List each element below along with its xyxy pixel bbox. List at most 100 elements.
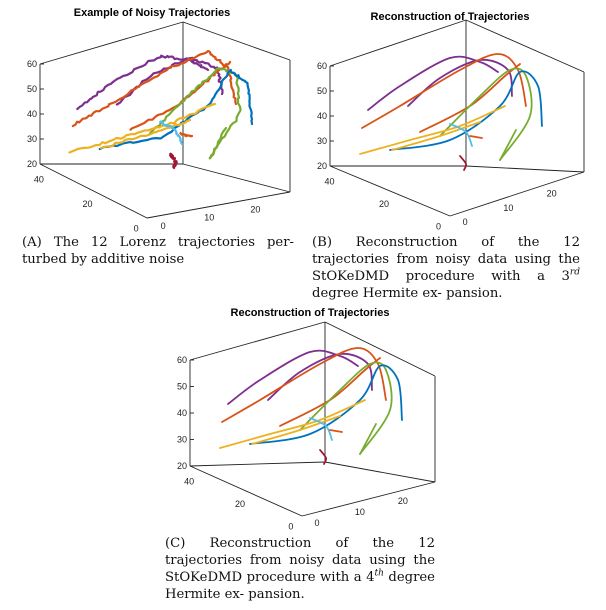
plot-a-axes: 20 30 40 50 60 40 20 0 0 10 20 [27,21,291,234]
axis-top-right-edge [465,19,585,73]
plot-a-title: Example of Noisy Trajectories [74,7,231,19]
caption-c-line-4: degree Hermite ex- [165,570,435,602]
figure-b: Reconstruction of Trajectories 20 30 40 50 6… [302,0,602,232]
trajectory-line [449,123,473,147]
axis-top-right-edge [324,321,436,377]
trajectory-line [251,415,341,445]
z-tick-label: 30 [317,136,327,146]
plot-a: Example of Noisy Trajectories 20 30 40 50 60… [27,7,291,234]
axis-back-top-edge [189,321,326,361]
x-tick-label: 0 [161,221,166,231]
axis-front-bottom-right-edge [301,481,436,517]
caption-c-line-2: from noisy data using the StOKeDMD [165,553,435,585]
x-tick-label: 10 [503,203,513,213]
axis-back-right-bottom-edge [465,165,585,173]
caption-b-label: (B) [312,235,332,250]
plot-b: Reconstruction of Trajectories 20 30 40 50 6… [317,11,585,232]
trajectory-line [391,121,481,151]
trajectory-line [299,361,393,455]
z-tick-label: 20 [27,159,37,169]
z-tick-label: 60 [27,59,37,69]
z-tick-label: 50 [317,86,327,96]
trajectory-line [227,349,359,405]
caption-a-line-1: The 12 Lorenz trajectories per- [53,235,294,250]
trajectory-line [149,67,242,160]
y-tick-label: 20 [235,499,245,509]
z-tick-label: 30 [27,134,37,144]
trajectory-line [309,417,333,441]
figure-a: Example of Noisy Trajectories 20 30 40 50 60… [0,0,300,234]
plot-b-title: Reconstruction of Trajectories [371,11,530,23]
caption-b-line-2: from noisy data using the StOKeDMD [312,252,580,284]
y-tick-label: 20 [82,199,92,209]
figure-c: Reconstruction of Trajectories 20 30 40 50 6… [150,302,450,534]
z-tick-label: 50 [177,382,187,392]
x-tick-label: 10 [204,213,214,223]
z-tick-label: 60 [177,355,187,365]
caption-b-line-1: Reconstruction of the 12 trajectories [312,235,580,267]
axis-back-bottom-edge [189,461,326,467]
z-tick-label: 30 [177,435,187,445]
z-tick-label: 40 [317,111,327,121]
trajectory-line [459,155,468,171]
axis-back-top-edge [329,19,467,67]
z-tick-label: 40 [177,408,187,418]
x-tick-label: 0 [315,518,320,528]
axis-top-right-edge [182,21,291,61]
y-tick-label: 0 [288,522,293,532]
trajectory-line [249,364,403,445]
trajectory-line [98,68,254,151]
trajectory-line [439,67,533,161]
caption-b-line-5: pansion. [446,286,503,301]
caption-a: (A) The 12 Lorenz trajectories per- turb… [22,234,294,268]
trajectory-line [319,449,328,465]
plot-c: Reconstruction of Trajectories 20 30 40 50 6… [177,307,436,532]
x-tick-label: 20 [250,204,260,214]
x-tick-label: 20 [547,189,557,199]
caption-b-line-3: procedure with a 3 [405,269,570,284]
axis-back-right-bottom-edge [182,163,291,193]
axis-front-bottom-left-edge [329,165,451,217]
z-tick-label: 40 [27,109,37,119]
plot-c-trajectories [219,347,403,465]
caption-c-line-5: pansion. [248,587,305,602]
trajectory-line [219,399,366,449]
z-tick-label: 20 [317,161,327,171]
axis-front-bottom-right-edge [146,191,291,219]
trajectory-line [68,102,217,154]
trajectory-line [179,131,194,138]
y-tick-label: 40 [34,174,44,184]
caption-c: (C) Reconstruction of the 12 trajectorie… [165,535,435,603]
caption-c-superscript: th [374,568,384,579]
y-tick-label: 40 [324,176,334,186]
axis-front-bottom-left-edge [189,465,303,517]
trajectory-line [71,49,238,128]
plot-c-title: Reconstruction of Trajectories [231,307,390,319]
caption-a-line-2: turbed by additive noise [22,252,185,267]
x-tick-label: 20 [398,496,408,506]
caption-b-superscript: rd [569,267,580,278]
trajectory-line [367,55,499,111]
y-tick-label: 40 [184,476,194,486]
caption-c-label: (C) [165,536,186,551]
trajectory-line [159,120,184,146]
z-tick-label: 50 [27,84,37,94]
caption-b: (B) Reconstruction of the 12 trajectorie… [312,234,580,302]
x-tick-label: 10 [355,507,365,517]
axis-front-bottom-right-edge [449,171,585,217]
z-tick-label: 60 [317,61,327,71]
trajectory-line [359,105,506,155]
axis-back-top-edge [39,21,184,65]
plot-a-trajectories [68,49,254,170]
plot-b-trajectories [359,53,543,171]
trajectory-line [389,70,543,151]
y-tick-label: 20 [379,199,389,209]
trajectory-line [76,54,210,111]
caption-c-line-3: procedure with a 4 [246,570,375,585]
trajectory-line [469,135,483,139]
trajectory-line [99,118,192,150]
caption-b-line-4: degree Hermite ex- [312,286,442,301]
y-tick-label: 0 [134,224,139,234]
trajectory-line [499,129,517,161]
plot-b-axes: 20 30 40 50 60 40 20 0 0 10 20 [317,19,585,232]
